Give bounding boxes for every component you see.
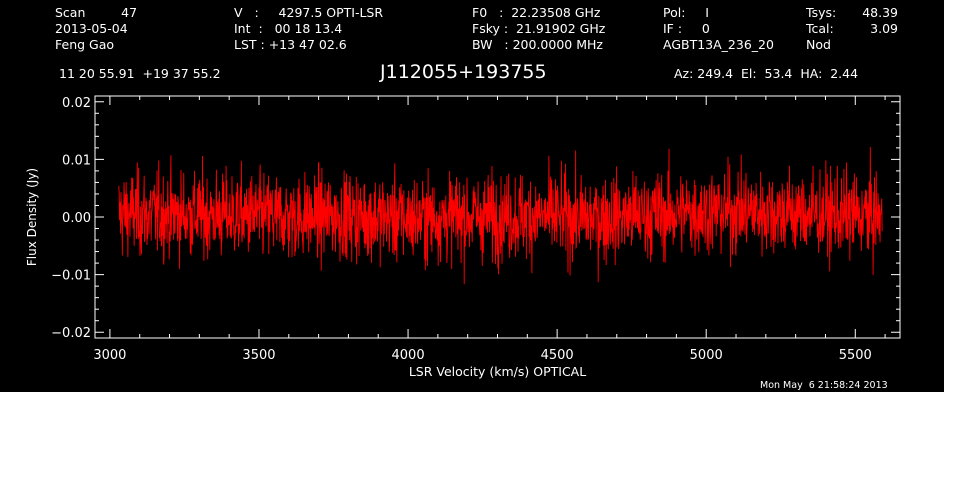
- y-tick-label: 0.02: [62, 96, 91, 111]
- y-tick-label: −0.01: [51, 269, 91, 284]
- spectrum-trace: [119, 147, 882, 284]
- y-axis-label: Flux Density (Jy): [25, 168, 39, 266]
- y-tick-label: 0.00: [62, 211, 91, 226]
- y-tick-label: 0.01: [62, 153, 91, 168]
- spectrum-chart: 3000 3500 4000 4500 5000 5500 −0.02 −0.01 0.00 0.…: [0, 0, 944, 392]
- spectrum-line: [119, 147, 882, 284]
- x-tick-label: 5000: [690, 348, 723, 363]
- x-tick-label: 4500: [541, 348, 574, 363]
- x-tick-label: 4000: [392, 348, 425, 363]
- x-tick-label: 5500: [839, 348, 872, 363]
- x-tick-label: 3000: [93, 348, 126, 363]
- y-tick-label: −0.02: [51, 326, 91, 341]
- x-axis-label: LSR Velocity (km/s) OPTICAL: [409, 364, 586, 379]
- x-tick-label: 3500: [242, 348, 275, 363]
